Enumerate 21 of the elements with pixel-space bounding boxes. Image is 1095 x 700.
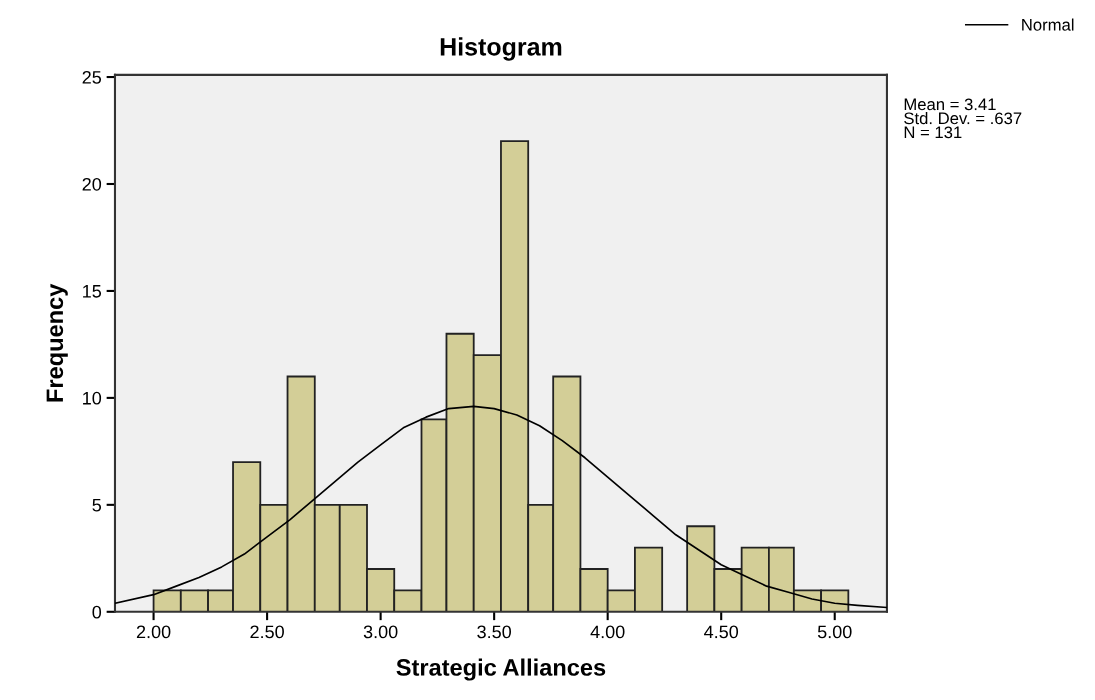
x-tick-label: 3.50 xyxy=(477,625,512,639)
y-tick-label: 5 xyxy=(92,498,102,512)
line-series xyxy=(114,405,887,609)
y-tick-label: 10 xyxy=(83,391,102,405)
y-tick-label: 15 xyxy=(83,285,102,298)
chart-title: Histogram xyxy=(440,37,562,61)
y-tick-label: 0 xyxy=(92,605,102,619)
text: Std. Dev. = .637 xyxy=(904,112,1022,125)
legend-label: Normal xyxy=(1022,18,1074,31)
x-axis-title: Strategic Alliances xyxy=(396,658,606,681)
text: N = 131 xyxy=(904,126,962,139)
x-tick-label: 2.00 xyxy=(136,625,171,639)
x-tick-label: 3.00 xyxy=(363,625,398,639)
y-tick-label: 20 xyxy=(82,177,102,191)
x-tick-label: 4.50 xyxy=(704,625,739,639)
x-tick-label: 5.00 xyxy=(817,625,852,639)
x-tick-label: 2.50 xyxy=(250,625,284,639)
text: Mean = 3.41 xyxy=(904,98,996,111)
x-tick-label: 4.00 xyxy=(590,625,625,639)
y-axis-title: Frequency xyxy=(46,283,68,402)
y-tick-label: 25 xyxy=(82,70,102,84)
